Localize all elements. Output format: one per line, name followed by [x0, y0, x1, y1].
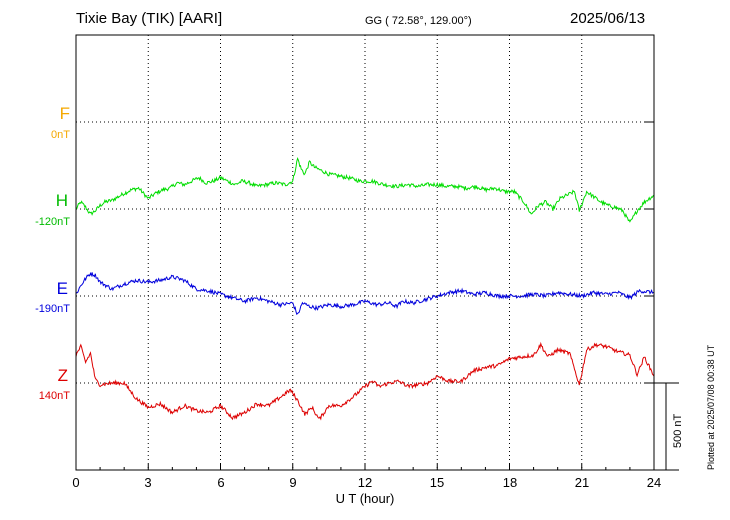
scale-bar — [654, 382, 679, 471]
x-tick-label: 24 — [646, 475, 662, 490]
series-label-e: E — [56, 279, 68, 298]
series-line-h — [75, 157, 655, 223]
series-label-h: H — [55, 191, 68, 210]
series-label-z: Z — [57, 366, 68, 385]
x-tick-label: 21 — [574, 475, 590, 490]
x-axis-ticks — [75, 464, 655, 470]
traces — [75, 157, 655, 421]
x-tick-label: 12 — [357, 475, 373, 490]
plot-timestamp: Plotted at 2025/07/08 00:38 UT — [706, 344, 716, 470]
series-label-f: F — [59, 104, 70, 123]
grid-lines — [76, 35, 654, 470]
x-tick-label: 18 — [502, 475, 518, 490]
baseline-label-f: 0nT — [51, 129, 70, 141]
scale-bar-label: 500 nT — [672, 413, 684, 448]
x-tick-label: 0 — [72, 475, 80, 490]
baseline-label-z: 140nT — [38, 390, 70, 402]
date-label: 2025/06/13 — [570, 10, 646, 27]
station-title: Tixie Bay (TIK) [AARI] — [76, 10, 223, 27]
baseline-label-h: -120nT — [35, 216, 70, 228]
x-axis-label: U T (hour) — [335, 491, 395, 506]
baseline-label-e: -190nT — [35, 303, 70, 315]
station-coords: GG ( 72.58°, 129.00°) — [365, 15, 472, 27]
series-line-e — [75, 271, 655, 316]
x-tick-label: 3 — [144, 475, 152, 490]
x-tick-label: 9 — [289, 475, 297, 490]
x-tick-label: 15 — [429, 475, 445, 490]
series-line-z — [75, 341, 655, 421]
x-tick-label: 6 — [217, 475, 225, 490]
